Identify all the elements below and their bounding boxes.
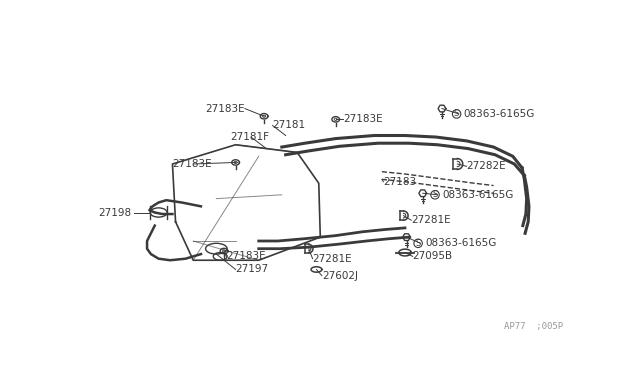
Text: 27183E: 27183E bbox=[205, 103, 245, 113]
Text: 27281E: 27281E bbox=[411, 215, 451, 225]
Text: 27282E: 27282E bbox=[467, 161, 506, 171]
Text: 27602J: 27602J bbox=[322, 271, 358, 280]
Text: 27183: 27183 bbox=[383, 177, 417, 187]
Text: S: S bbox=[433, 190, 438, 199]
Text: 27183E: 27183E bbox=[227, 251, 266, 262]
Text: 27197: 27197 bbox=[236, 264, 269, 275]
Text: S: S bbox=[415, 239, 420, 248]
Text: 27183E: 27183E bbox=[172, 159, 212, 169]
Text: 27181F: 27181F bbox=[230, 132, 269, 142]
Text: 08363-6165G: 08363-6165G bbox=[463, 109, 535, 119]
Text: 27095B: 27095B bbox=[413, 251, 453, 262]
Text: 27183E: 27183E bbox=[344, 114, 383, 124]
Text: 08363-6165G: 08363-6165G bbox=[442, 190, 513, 200]
Text: 27181: 27181 bbox=[273, 121, 306, 131]
Text: AP77  ;005P: AP77 ;005P bbox=[504, 322, 563, 331]
Text: S: S bbox=[454, 109, 460, 118]
Text: 27281E: 27281E bbox=[312, 254, 352, 264]
Text: 27198: 27198 bbox=[99, 208, 132, 218]
Text: 08363-6165G: 08363-6165G bbox=[425, 238, 497, 248]
